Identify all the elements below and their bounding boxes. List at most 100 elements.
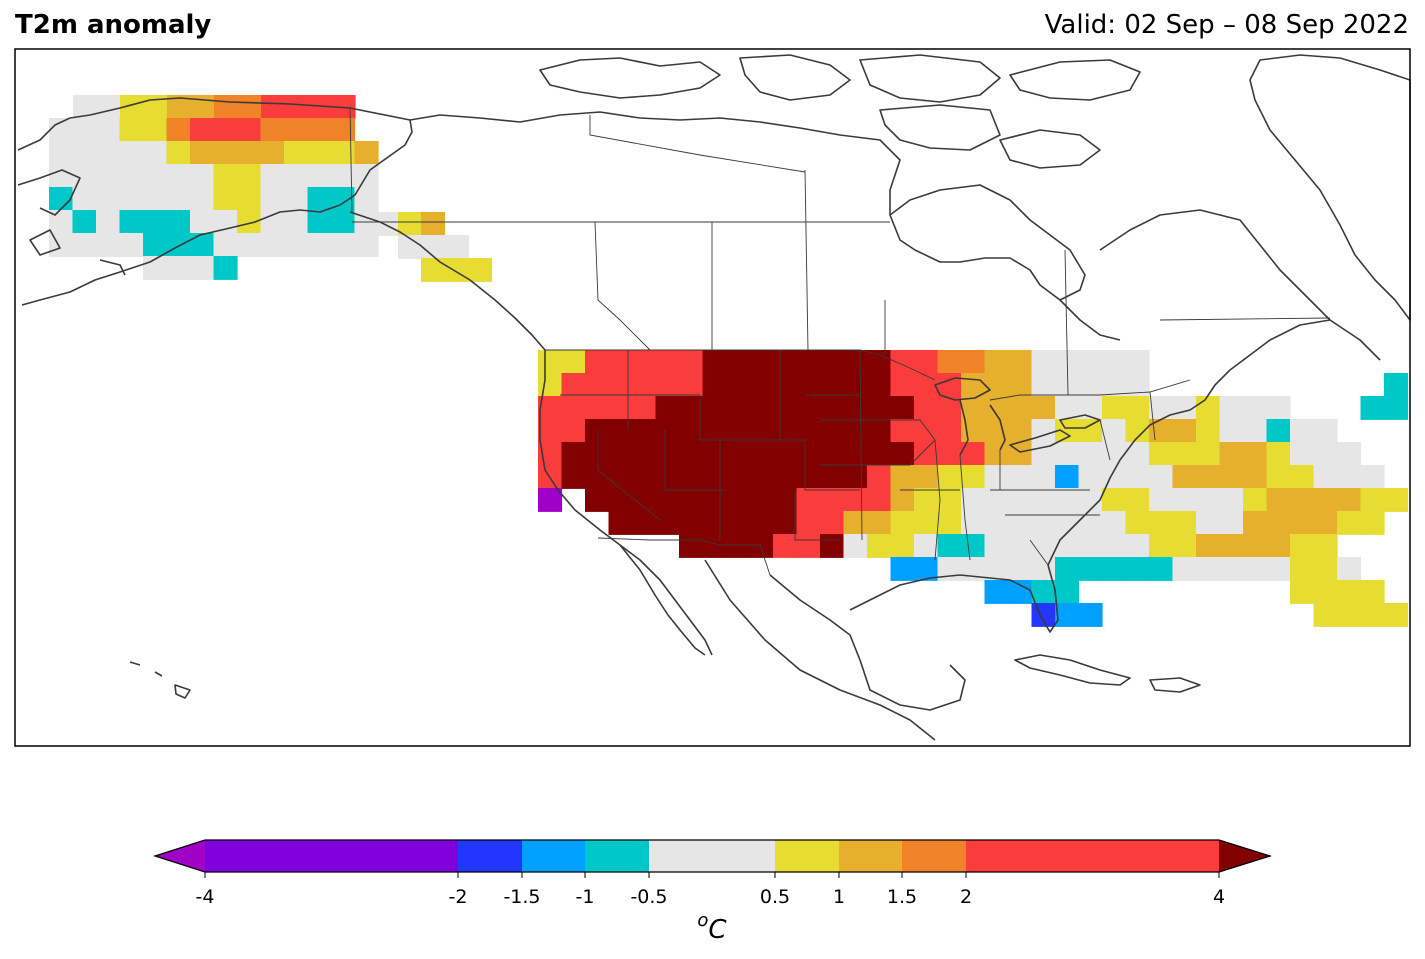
anomaly-cell: [773, 511, 798, 535]
anomaly-cell: [632, 465, 657, 489]
anomaly-cell: [354, 141, 379, 165]
anomaly-cell: [1125, 488, 1150, 512]
anomaly-cell: [1008, 557, 1033, 581]
anomaly-cell: [260, 141, 285, 165]
anomaly-cell: [331, 118, 356, 142]
anomaly-cell: [190, 210, 215, 234]
anomaly-cell: [143, 95, 168, 119]
anomaly-cell: [119, 141, 144, 165]
anomaly-cell: [726, 511, 751, 535]
anomaly-cell: [1149, 488, 1174, 512]
anomaly-cell: [190, 256, 215, 280]
anomaly-cell: [890, 396, 915, 420]
anomaly-cell: [984, 373, 1009, 397]
colorbar-over-arrow: [1219, 840, 1270, 872]
anomaly-cell: [937, 511, 962, 535]
anomaly-cell: [1055, 396, 1080, 420]
anomaly-cell: [984, 465, 1009, 489]
anomaly-cell: [1102, 350, 1127, 374]
anomaly-cell: [679, 511, 704, 535]
anomaly-cell: [749, 396, 774, 420]
anomaly-cell: [608, 488, 633, 512]
anomaly-cell: [1055, 511, 1080, 535]
anomaly-cell: [585, 419, 610, 443]
anomaly-cell: [1313, 465, 1338, 489]
anomaly-cell: [1313, 488, 1338, 512]
anomaly-cell: [679, 488, 704, 512]
anomaly-cell: [655, 465, 680, 489]
anomaly-cell: [608, 511, 633, 535]
anomaly-cell: [679, 350, 704, 374]
anomaly-cell: [237, 118, 262, 142]
anomaly-cell: [72, 118, 97, 142]
anomaly-cell: [1031, 534, 1056, 558]
anomaly-cell: [1196, 396, 1221, 420]
anomaly-cell: [1172, 557, 1197, 581]
anomaly-cell: [1384, 373, 1409, 397]
anomaly-cell: [119, 233, 144, 257]
anomaly-cell: [143, 164, 168, 188]
anomaly-cell: [331, 187, 356, 211]
colorbar-bin: [775, 840, 839, 872]
anomaly-cell: [1313, 511, 1338, 535]
anomaly-cell: [166, 233, 191, 257]
anomaly-cell: [867, 350, 892, 374]
anomaly-cell: [702, 373, 727, 397]
anomaly-cell: [726, 396, 751, 420]
anomaly-cell: [867, 442, 892, 466]
anomaly-cell: [1149, 396, 1174, 420]
anomaly-cell: [1031, 396, 1056, 420]
anomaly-cell: [1337, 557, 1362, 581]
anomaly-cell: [585, 442, 610, 466]
anomaly-cell: [1172, 534, 1197, 558]
colorbar-bin: [649, 840, 775, 872]
anomaly-cell: [1008, 534, 1033, 558]
anomaly-cell: [307, 233, 332, 257]
colorbar-bin: [966, 840, 1219, 872]
anomaly-cell: [867, 396, 892, 420]
anomaly-cell: [1243, 534, 1268, 558]
anomaly-cell: [914, 350, 939, 374]
anomaly-cell: [1219, 396, 1244, 420]
coastlines: [17, 54, 1411, 741]
anomaly-cell: [72, 141, 97, 165]
anomaly-cell: [843, 511, 868, 535]
anomaly-cell: [984, 511, 1009, 535]
anomaly-cell: [260, 233, 285, 257]
anomaly-cell: [284, 95, 309, 119]
anomaly-cell: [655, 350, 680, 374]
anomaly-cell: [608, 419, 633, 443]
anomaly-cell: [1290, 442, 1315, 466]
anomaly-cell: [445, 258, 470, 282]
anomaly-cell: [937, 373, 962, 397]
anomaly-cell: [1008, 396, 1033, 420]
anomaly-cell: [1266, 557, 1291, 581]
anomaly-cell: [843, 419, 868, 443]
anomaly-cell: [608, 396, 633, 420]
anomaly-cell: [96, 210, 121, 234]
anomaly-cell: [1031, 465, 1056, 489]
anomaly-cell: [773, 419, 798, 443]
anomaly-cell: [119, 187, 144, 211]
anomaly-cell: [1243, 442, 1268, 466]
anomaly-cell: [96, 118, 121, 142]
anomaly-cell: [914, 396, 939, 420]
anomaly-cell: [1125, 350, 1150, 374]
anomaly-cell: [561, 442, 586, 466]
anomaly-cell: [166, 187, 191, 211]
anomaly-cell: [72, 187, 97, 211]
anomaly-cell: [1149, 534, 1174, 558]
anomaly-cell: [1125, 419, 1150, 443]
anomaly-cell: [284, 210, 309, 234]
anomaly-cell: [166, 256, 191, 280]
anomaly-cell: [796, 465, 821, 489]
anomaly-cell: [1266, 511, 1291, 535]
anomaly-cell: [1266, 465, 1291, 489]
colorbar-tick-label: -2: [449, 886, 468, 908]
anomaly-cell: [1243, 488, 1268, 512]
anomaly-cell: [749, 465, 774, 489]
anomaly-cell: [1313, 580, 1338, 604]
anomaly-cell: [867, 465, 892, 489]
anomaly-cell: [237, 210, 262, 234]
anomaly-cell: [984, 557, 1009, 581]
